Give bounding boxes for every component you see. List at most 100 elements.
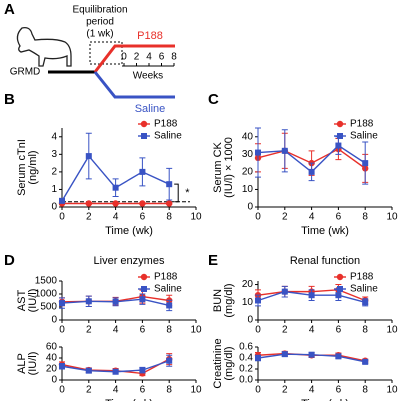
marker (362, 160, 369, 167)
x-tick-label: 2 (282, 385, 288, 396)
marker (335, 142, 342, 149)
week-label: 0 (121, 52, 127, 63)
y-tick-label: 1000 (35, 289, 58, 300)
x-tick-label: 8 (166, 385, 172, 396)
annotation: * (185, 187, 190, 199)
legend-label: Saline (350, 131, 378, 142)
marker (308, 292, 315, 299)
x-tick-label: 0 (255, 325, 261, 336)
x-axis-label: Time (wk) (105, 398, 153, 401)
legend-label: P188 (350, 119, 374, 130)
marker (255, 149, 261, 156)
y-axis-label: Creatinine (212, 338, 224, 388)
y-tick-label: 0 (247, 315, 253, 326)
x-tick-label: 10 (386, 212, 398, 223)
legend-marker (140, 120, 148, 128)
period-label: period (86, 17, 114, 28)
y-tick-label: 40 (46, 353, 58, 364)
marker (166, 181, 173, 188)
marker (362, 358, 369, 365)
x-tick-label: 8 (362, 325, 368, 336)
panel-a: A GRMD Equilibration period (1 wk) P188 … (4, 1, 175, 115)
x-tick-label: 0 (255, 385, 261, 396)
x-tick-label: 0 (59, 212, 65, 223)
x-axis-label: Time (wk) (301, 398, 349, 401)
marker (255, 297, 261, 304)
x-tick-label: 2 (86, 325, 92, 336)
x-tick-label: 8 (166, 212, 172, 223)
marker (59, 363, 65, 370)
legend-label: Saline (350, 284, 378, 295)
y-tick-label: 40 (242, 131, 254, 142)
y-tick-label: 1500 (35, 276, 58, 287)
significance-bracket (174, 183, 179, 203)
control-label: Saline (135, 103, 166, 115)
marker (166, 357, 173, 364)
x-tick-label: 6 (336, 385, 342, 396)
marker (281, 147, 288, 154)
marker (281, 351, 288, 358)
legend-label: Saline (154, 284, 182, 295)
marker (139, 367, 146, 374)
legend-label: P188 (154, 119, 178, 130)
marker (112, 298, 119, 305)
y-tick-label: 20 (242, 167, 254, 178)
marker (308, 351, 315, 358)
y-tick-label: 0 (247, 202, 253, 213)
treated-label: P188 (137, 30, 163, 42)
y-axis-label: (mg/dl) (223, 346, 235, 380)
x-tick-label: 6 (336, 325, 342, 336)
week-label: 6 (159, 52, 165, 63)
y-tick-label: 0.0 (239, 375, 253, 386)
marker (85, 200, 93, 207)
panel-label: E (208, 252, 218, 269)
x-tick-label: 4 (113, 385, 119, 396)
y-tick-label: 0 (51, 375, 57, 386)
panel-title: Liver enzymes (94, 255, 165, 267)
y-axis-label: (IU/l) × 1000 (223, 137, 235, 198)
period-note: (1 wk) (86, 29, 113, 40)
marker (59, 197, 65, 204)
control-line (93, 71, 175, 99)
marker (85, 153, 92, 160)
x-tick-label: 6 (140, 212, 146, 223)
y-tick-label: 20 (242, 279, 254, 290)
marker (281, 288, 288, 295)
x-axis-label: Time (wk) (301, 225, 349, 237)
x-tick-label: 4 (309, 212, 315, 223)
y-axis-label: Serum cTnI (16, 139, 28, 196)
x-tick-label: 8 (166, 325, 172, 336)
legend-label: Saline (154, 131, 182, 142)
y-tick-label: 0 (51, 315, 57, 326)
x-tick-label: 0 (59, 325, 65, 336)
y-axis-label: (IU/l) (27, 289, 39, 313)
x-tick-label: 4 (309, 385, 315, 396)
y-axis-label: AST (16, 290, 28, 312)
panel-label: D (4, 252, 15, 269)
marker (255, 355, 261, 361)
marker (139, 168, 146, 175)
x-tick-label: 10 (386, 325, 398, 336)
y-tick-label: 0 (51, 202, 57, 213)
x-axis-label: Time (wk) (105, 225, 153, 237)
y-tick-label: 30 (242, 149, 254, 160)
x-tick-label: 10 (190, 385, 202, 396)
marker (308, 168, 315, 175)
y-tick-label: 2 (51, 167, 57, 178)
marker (166, 302, 173, 309)
x-tick-label: 6 (336, 212, 342, 223)
marker (362, 299, 369, 306)
marker (166, 200, 173, 207)
y-tick-label: 500 (40, 302, 57, 313)
legend-marker (336, 273, 344, 281)
weeks-label: Weeks (133, 71, 163, 82)
x-tick-label: 4 (113, 212, 119, 223)
panel-label: C (208, 91, 219, 108)
x-tick-label: 4 (309, 325, 315, 336)
marker (139, 200, 146, 207)
y-axis-label: (IU/l) (27, 352, 39, 376)
period-box (89, 41, 123, 65)
marker (112, 200, 119, 207)
panel-label: B (4, 91, 15, 108)
